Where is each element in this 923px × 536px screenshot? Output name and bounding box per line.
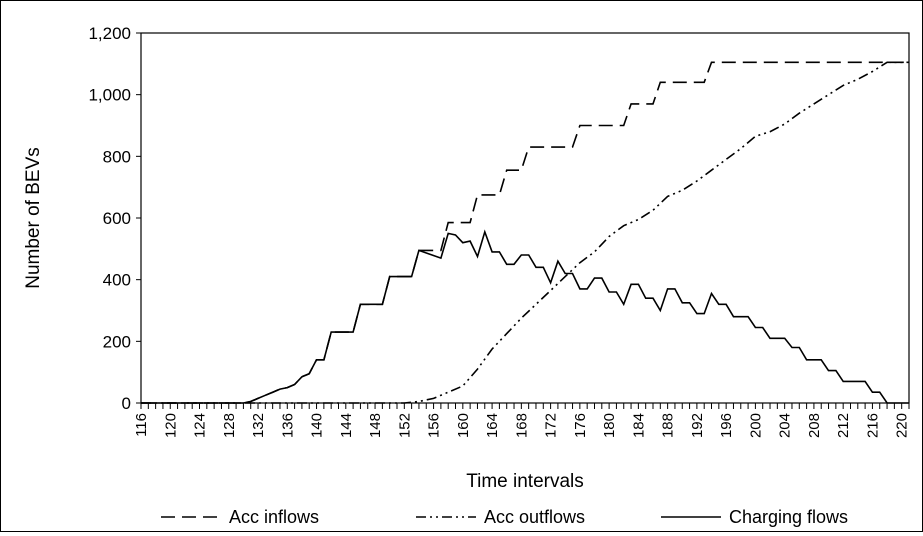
x-tick-label: 200 bbox=[747, 413, 764, 438]
legend-label: Acc inflows bbox=[229, 507, 319, 527]
x-tick-label: 176 bbox=[572, 413, 589, 438]
y-tick-label: 400 bbox=[103, 271, 131, 290]
y-tick-label: 800 bbox=[103, 147, 131, 166]
x-tick-label: 124 bbox=[192, 413, 209, 438]
x-tick-label: 192 bbox=[689, 413, 706, 438]
x-tick-label: 148 bbox=[367, 413, 384, 438]
x-tick-label: 184 bbox=[630, 413, 647, 438]
x-tick-label: 144 bbox=[338, 413, 355, 438]
x-tick-label: 132 bbox=[250, 413, 267, 438]
x-tick-label: 172 bbox=[543, 413, 560, 438]
x-tick-label: 220 bbox=[894, 413, 911, 438]
x-tick-label: 204 bbox=[777, 413, 794, 438]
x-tick-label: 212 bbox=[835, 413, 852, 438]
x-tick-label: 216 bbox=[864, 413, 881, 438]
y-axis-ticks: 0 200 400 600 800 1,000 1,200 bbox=[88, 24, 141, 413]
series-line-acc-inflows bbox=[141, 61, 909, 404]
x-axis-ticks: 116 120 124 128 132 136 140 144 148 152 156 160 164 1… bbox=[133, 403, 911, 438]
x-tick-label: 168 bbox=[513, 413, 530, 438]
x-tick-label: 156 bbox=[426, 413, 443, 438]
series-line-charging-flows bbox=[141, 229, 909, 404]
series-line-acc-outflows bbox=[141, 61, 909, 404]
legend: Acc inflows Acc outflows Charging flows bbox=[161, 507, 848, 527]
x-tick-label: 136 bbox=[279, 413, 296, 438]
legend-label: Acc outflows bbox=[484, 507, 585, 527]
y-tick-label: 200 bbox=[103, 332, 131, 351]
x-tick-label: 128 bbox=[221, 413, 238, 438]
x-tick-label: 116 bbox=[133, 413, 150, 437]
y-tick-label: 0 bbox=[122, 394, 131, 413]
x-axis-title: Time intervals bbox=[466, 471, 584, 492]
x-tick-label: 152 bbox=[396, 413, 413, 438]
x-tick-label: 164 bbox=[484, 413, 501, 438]
y-tick-label: 1,000 bbox=[88, 86, 131, 105]
x-tick-label: 188 bbox=[660, 413, 677, 438]
y-tick-label: 600 bbox=[103, 209, 131, 228]
x-tick-label: 196 bbox=[718, 413, 735, 438]
legend-label: Charging flows bbox=[729, 507, 848, 527]
x-tick-label: 140 bbox=[309, 413, 326, 438]
x-tick-label: 208 bbox=[806, 413, 823, 438]
y-axis-title: Number of BEVs bbox=[23, 147, 44, 289]
y-tick-label: 1,200 bbox=[88, 24, 131, 43]
series-layer bbox=[141, 61, 909, 404]
x-tick-label: 120 bbox=[162, 413, 179, 438]
x-tick-label: 180 bbox=[601, 413, 618, 438]
x-tick-label: 160 bbox=[455, 413, 472, 438]
